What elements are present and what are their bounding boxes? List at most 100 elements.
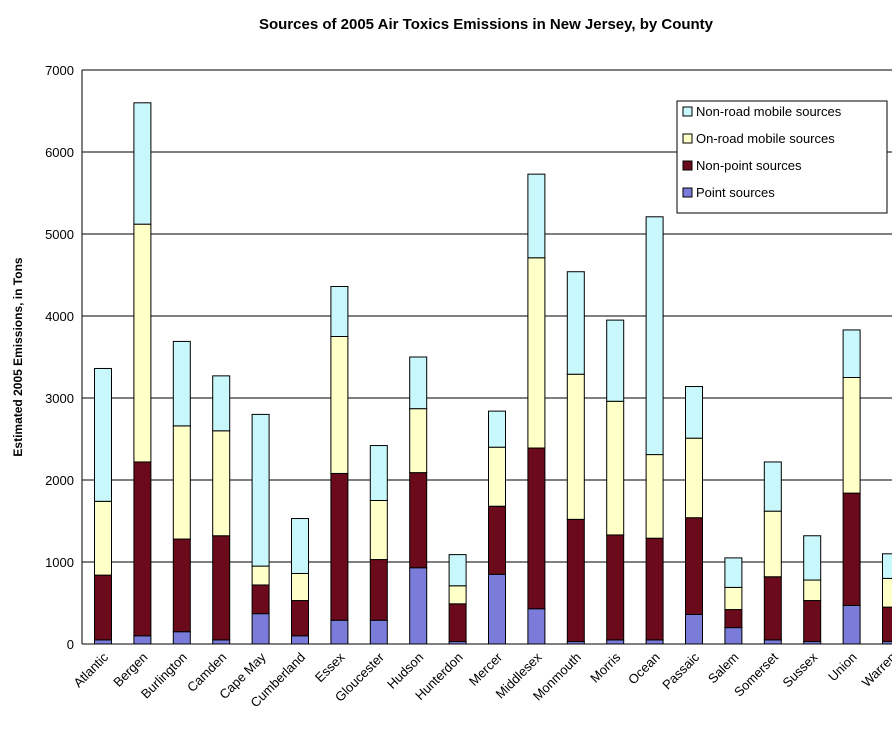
bar-stack-mercer — [488, 410, 506, 645]
y-tick-label: 1000 — [45, 555, 74, 570]
bar-segment-on-road-mobile-sources — [172, 425, 191, 540]
bar-stack-burlington — [172, 340, 191, 645]
legend-swatch — [682, 133, 693, 144]
y-tick-label: 4000 — [45, 309, 74, 324]
bar-segment-non-point-sources — [291, 600, 309, 637]
bar-segment-point-sources — [94, 639, 112, 645]
y-tick-label: 6000 — [45, 145, 74, 160]
x-tick-label: Essex — [312, 649, 348, 685]
y-tick-label: 2000 — [45, 473, 74, 488]
y-tick-label: 0 — [67, 637, 74, 652]
bar-segment-non-point-sources — [330, 472, 349, 621]
y-tick-label: 3000 — [45, 391, 74, 406]
bar-segment-on-road-mobile-sources — [133, 223, 152, 463]
bar-segment-on-road-mobile-sources — [488, 446, 506, 507]
bar-segment-on-road-mobile-sources — [448, 585, 467, 605]
x-tick-label: Union — [825, 650, 860, 685]
bar-stack-camden — [212, 375, 231, 645]
bar-segment-on-road-mobile-sources — [291, 572, 309, 602]
bar-segment-non-road-mobile-sources — [212, 375, 231, 432]
bar-segment-on-road-mobile-sources — [212, 430, 231, 537]
bar-segment-point-sources — [645, 639, 664, 645]
bar-segment-point-sources — [724, 627, 743, 645]
bar-segment-non-point-sources — [409, 472, 428, 569]
bar-stack-middlesex — [527, 173, 546, 645]
x-tick-label: Warren — [859, 650, 892, 690]
chart-title: Sources of 2005 Air Toxics Emissions in … — [259, 16, 714, 33]
legend-label: Point sources — [696, 185, 775, 200]
bar-segment-on-road-mobile-sources — [330, 336, 349, 474]
bar-segment-non-road-mobile-sources — [566, 271, 585, 375]
bar-stack-salem — [724, 557, 743, 645]
bar-segment-on-road-mobile-sources — [94, 500, 112, 576]
y-tick-label: 5000 — [45, 227, 74, 242]
bar-segment-point-sources — [330, 619, 349, 645]
legend-swatch — [682, 160, 693, 171]
bar-stack-hunterdon — [448, 554, 467, 645]
bar-segment-non-road-mobile-sources — [94, 367, 112, 502]
bars — [94, 102, 892, 645]
bar-segment-non-road-mobile-sources — [409, 356, 428, 410]
bar-segment-point-sources — [685, 613, 703, 645]
y-tick-label: 7000 — [45, 63, 74, 78]
bar-segment-point-sources — [369, 619, 388, 645]
y-axis-label: Estimated 2005 Emissions, in Tons — [11, 257, 25, 457]
bar-segment-point-sources — [291, 635, 309, 645]
bar-segment-non-road-mobile-sources — [172, 340, 191, 427]
bar-segment-on-road-mobile-sources — [882, 577, 892, 608]
bar-segment-on-road-mobile-sources — [803, 579, 822, 602]
bar-segment-on-road-mobile-sources — [724, 586, 743, 611]
bar-segment-on-road-mobile-sources — [606, 400, 625, 536]
bar-segment-non-road-mobile-sources — [803, 535, 822, 581]
bar-segment-non-road-mobile-sources — [645, 216, 664, 456]
bar-stack-atlantic — [94, 367, 112, 645]
bar-segment-non-road-mobile-sources — [369, 445, 388, 501]
bar-segment-non-point-sources — [527, 447, 546, 610]
bar-segment-non-point-sources — [803, 600, 822, 643]
x-tick-label: Ocean — [625, 650, 663, 688]
legend-label: Non-point sources — [696, 158, 802, 173]
bar-stack-warren — [882, 553, 892, 645]
bar-stack-passaic — [685, 386, 703, 645]
bar-segment-non-road-mobile-sources — [527, 173, 546, 259]
bar-segment-non-road-mobile-sources — [448, 554, 467, 587]
legend-swatch — [682, 187, 693, 198]
bar-segment-on-road-mobile-sources — [685, 437, 703, 519]
bar-segment-non-road-mobile-sources — [606, 319, 625, 402]
bar-stack-cape-may — [251, 413, 270, 645]
x-tick-label: Somerset — [731, 649, 781, 699]
bar-segment-point-sources — [212, 639, 231, 645]
bar-segment-point-sources — [606, 639, 625, 645]
bar-segment-non-point-sources — [212, 535, 231, 641]
bar-segment-non-road-mobile-sources — [763, 461, 782, 512]
bar-segment-non-point-sources — [251, 584, 270, 615]
bar-segment-non-point-sources — [566, 518, 585, 643]
bar-segment-non-point-sources — [685, 517, 703, 615]
bar-segment-non-road-mobile-sources — [251, 413, 270, 567]
bar-segment-non-point-sources — [488, 505, 506, 575]
bar-segment-on-road-mobile-sources — [763, 510, 782, 578]
bar-segment-point-sources — [172, 631, 191, 645]
bar-segment-point-sources — [409, 567, 428, 645]
bar-segment-non-road-mobile-sources — [291, 518, 309, 574]
bar-stack-gloucester — [369, 445, 388, 645]
x-tick-label: Morris — [587, 649, 623, 685]
bar-segment-non-point-sources — [133, 461, 152, 637]
x-tick-label: Atlantic — [70, 649, 111, 690]
bar-segment-non-point-sources — [369, 559, 388, 621]
legend: Non-road mobile sources On-road mobile so… — [676, 100, 888, 214]
bar-segment-non-point-sources — [172, 538, 191, 633]
bar-stack-hudson — [409, 356, 428, 645]
bar-stack-cumberland — [291, 518, 309, 645]
bar-segment-non-point-sources — [645, 537, 664, 641]
bar-segment-non-point-sources — [842, 492, 861, 606]
bar-segment-point-sources — [527, 608, 546, 645]
bar-segment-point-sources — [488, 573, 506, 645]
bar-segment-on-road-mobile-sources — [566, 373, 585, 520]
bar-stack-ocean — [645, 216, 664, 645]
bar-stack-morris — [606, 319, 625, 645]
bar-segment-point-sources — [133, 635, 152, 645]
bar-segment-point-sources — [763, 639, 782, 645]
